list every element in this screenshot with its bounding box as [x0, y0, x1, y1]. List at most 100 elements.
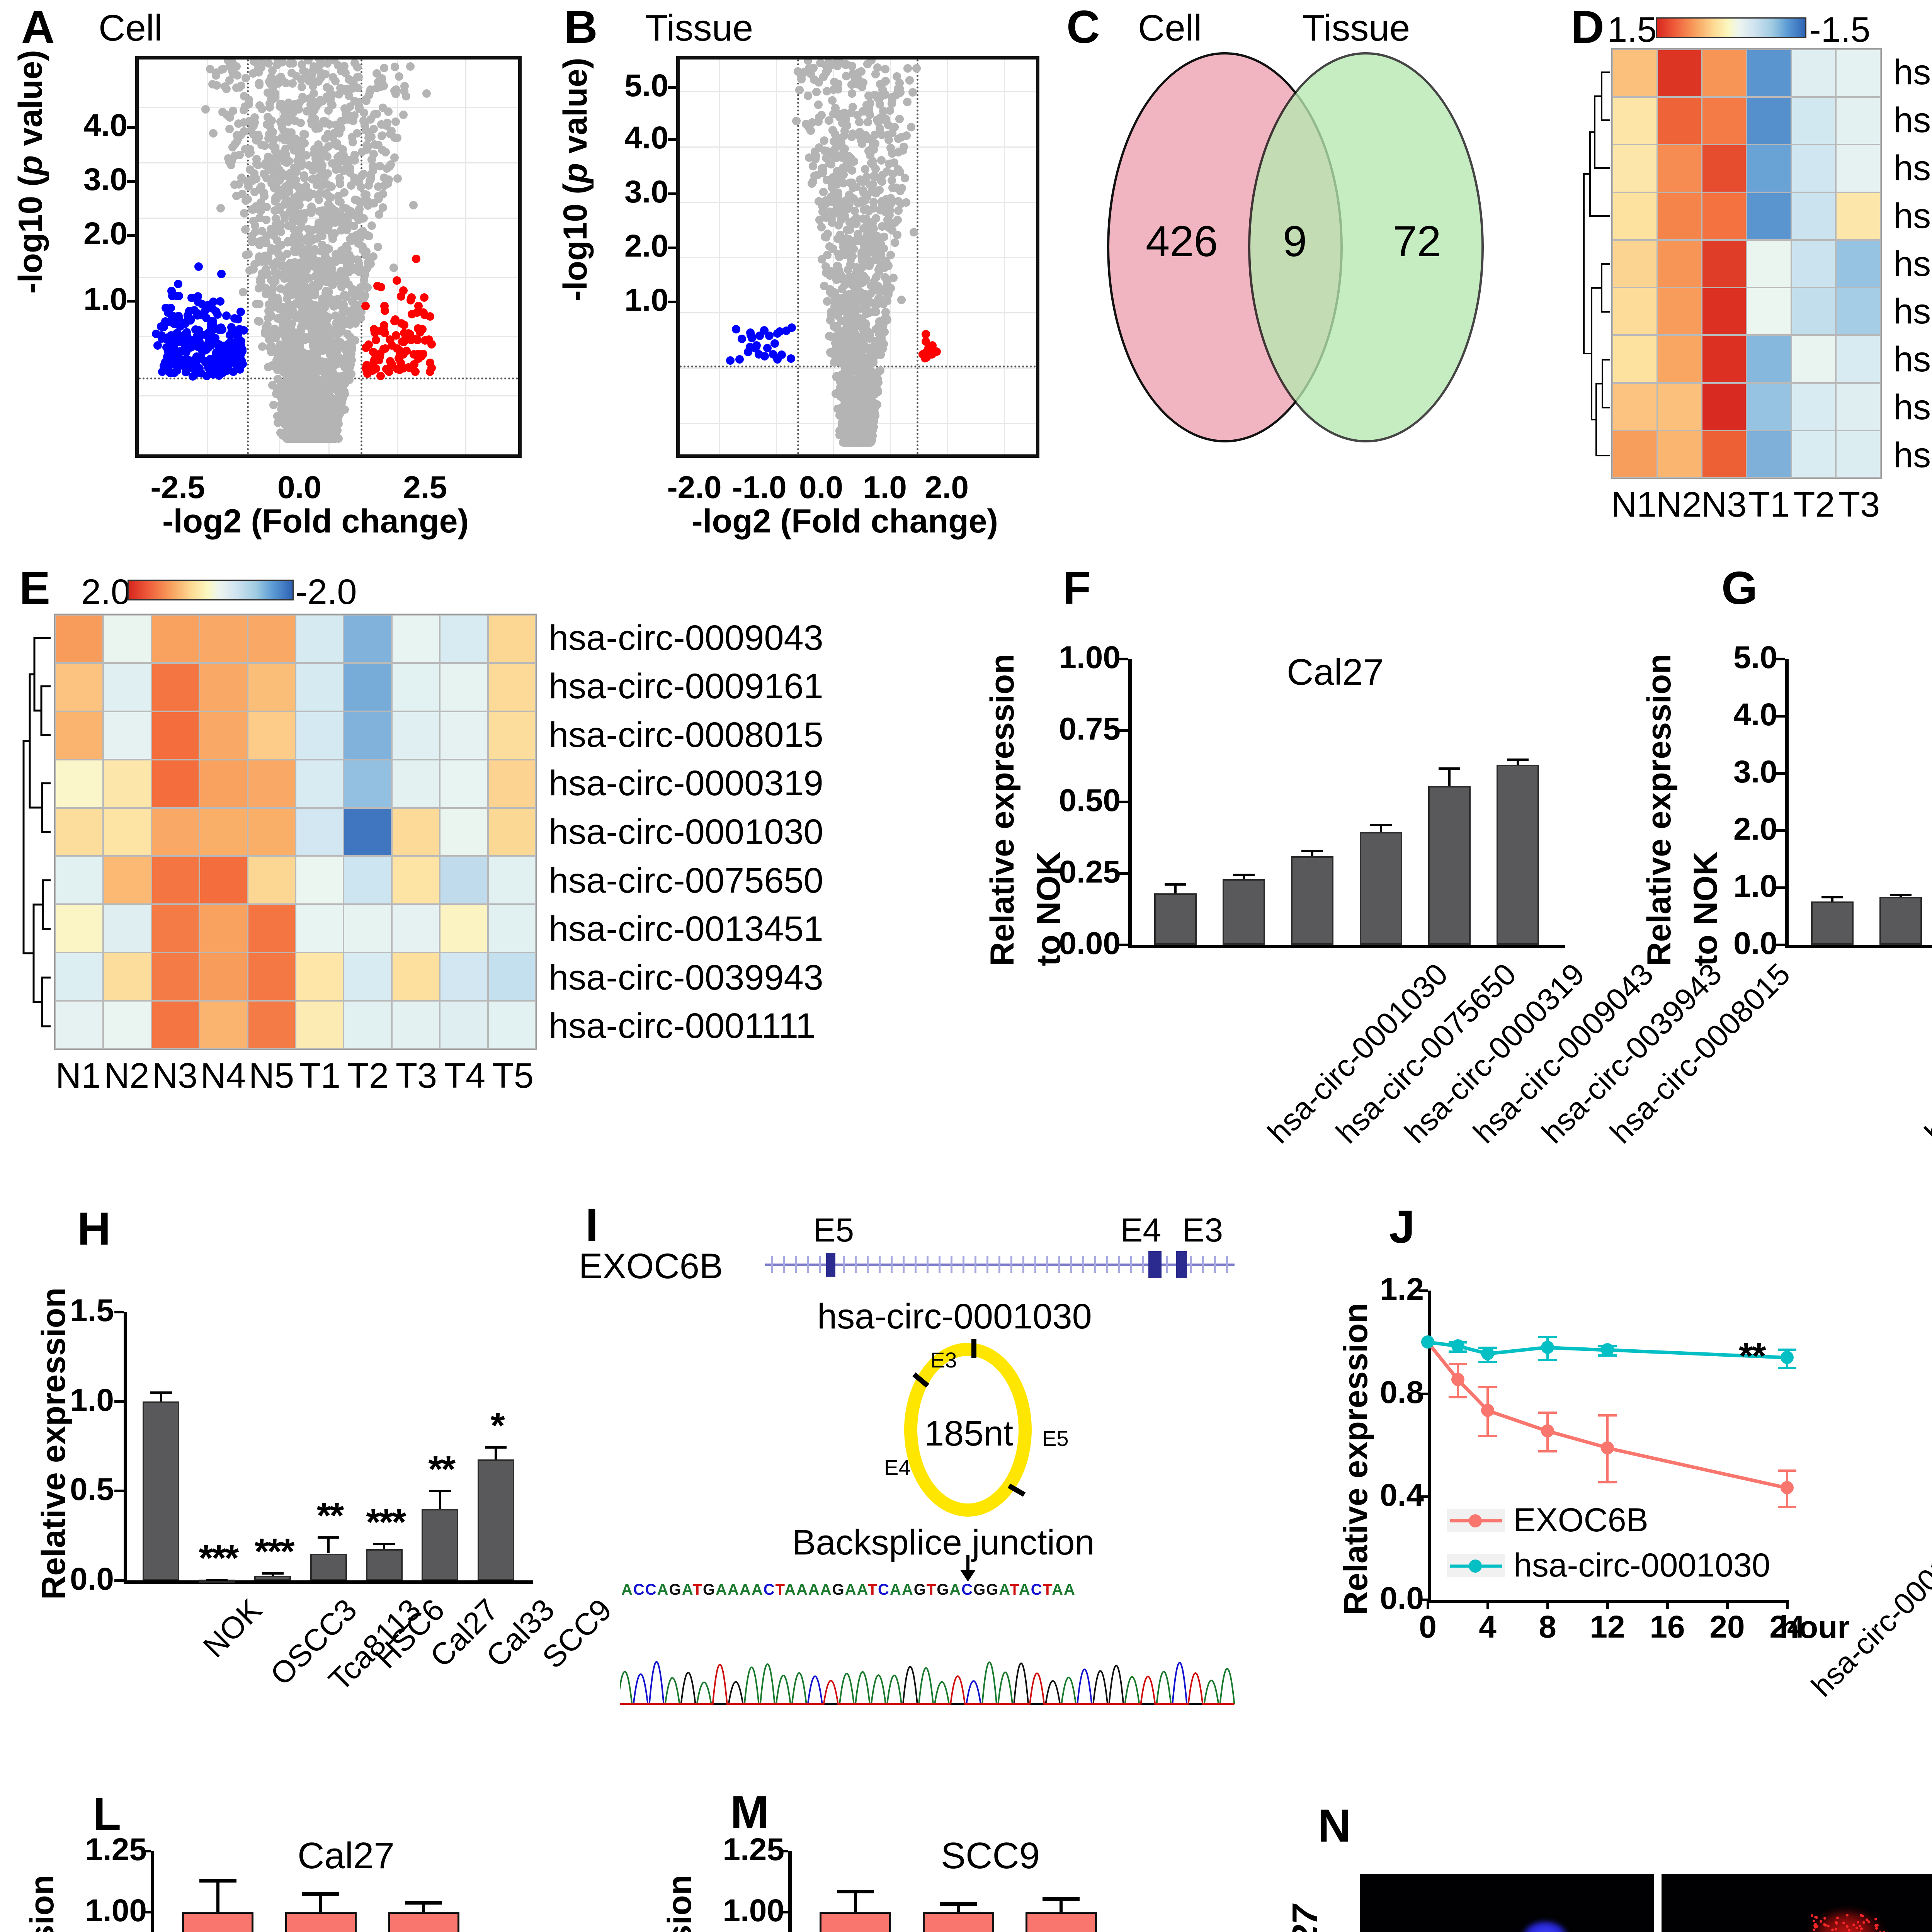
volcano-point — [304, 161, 313, 170]
volcano-point — [240, 127, 248, 136]
volcano-point — [288, 361, 297, 369]
volcano-point — [281, 78, 290, 87]
volcano-point — [222, 85, 231, 94]
volcano-point — [420, 336, 429, 345]
volcano-point — [422, 89, 431, 98]
volcano-point — [218, 325, 227, 334]
volcano-xtick-label: 0.0 — [277, 470, 321, 505]
volcano-point — [385, 367, 394, 376]
volcano-point — [296, 118, 305, 127]
volcano-point — [293, 393, 302, 402]
volcano-point — [273, 75, 282, 83]
panel-b-label: B — [564, 1, 598, 53]
volcano-point — [342, 204, 351, 213]
volcano-ytick-label: 2.0 — [83, 216, 128, 251]
volcano-point — [255, 213, 264, 222]
volcano-point — [209, 129, 218, 138]
volcano-point — [250, 221, 259, 230]
volcano-point — [292, 414, 301, 423]
volcano-point — [369, 359, 378, 368]
volcano-point — [299, 434, 308, 443]
volcano-point — [406, 62, 415, 71]
volcano-point — [354, 304, 362, 313]
volcano-point — [252, 155, 261, 163]
volcano-gridline — [465, 60, 466, 454]
volcano-point — [209, 370, 218, 379]
volcano-point — [249, 121, 258, 130]
volcano-point — [349, 313, 357, 322]
volcano-point — [241, 73, 250, 82]
volcano-point — [399, 286, 408, 295]
volcano-point — [182, 367, 190, 376]
volcano-point — [230, 314, 239, 323]
volcano-point — [395, 346, 403, 355]
volcano-point — [225, 125, 234, 134]
volcano-point — [316, 156, 325, 165]
volcano-point — [174, 280, 183, 289]
volcano-point — [206, 341, 215, 350]
volcano-point — [407, 293, 416, 302]
volcano-point — [335, 407, 344, 416]
volcano-point — [277, 173, 286, 182]
volcano-point — [380, 302, 389, 311]
volcano-point — [252, 299, 260, 308]
volcano-point — [425, 358, 434, 367]
volcano-point — [274, 270, 283, 279]
volcano-point — [362, 247, 371, 256]
volcano-point — [364, 128, 373, 136]
volcano-point — [275, 205, 284, 214]
volcano-point — [194, 262, 203, 271]
volcano-point — [170, 333, 179, 342]
volcano-point — [246, 165, 255, 174]
volcano-point — [167, 287, 176, 296]
volcano-point — [367, 221, 376, 230]
volcano-point — [295, 98, 304, 107]
volcano-point — [425, 312, 434, 321]
volcano-point — [201, 105, 210, 114]
volcano-point — [222, 311, 231, 320]
volcano-ytick-mark — [127, 300, 135, 303]
panel-a-xlabel: -log2 (Fold change) — [162, 503, 469, 540]
volcano-point — [208, 80, 217, 88]
volcano-point — [305, 207, 314, 216]
volcano-ytick-label: 3.0 — [83, 162, 128, 197]
volcano-point — [366, 171, 374, 180]
volcano-point — [284, 221, 293, 230]
volcano-point — [309, 360, 317, 369]
volcano-point — [260, 141, 269, 150]
volcano-point — [223, 110, 231, 119]
volcano-point — [287, 68, 296, 77]
volcano-point — [345, 111, 354, 120]
volcano-point — [320, 224, 329, 233]
volcano-point — [331, 207, 340, 216]
volcano-point — [281, 144, 290, 153]
volcano-point — [239, 326, 248, 335]
panel-b-volcano-tissue: B Tissue -log10 (p value) 5.0 4.0 3.0 2.0 1.… — [549, 0, 1063, 541]
volcano-point — [400, 82, 409, 90]
volcano-point — [257, 226, 266, 235]
volcano-point — [314, 434, 323, 442]
volcano-point — [364, 181, 373, 190]
volcano-point — [402, 92, 411, 100]
volcano-point — [257, 63, 265, 72]
volcano-point — [291, 177, 300, 186]
volcano-point — [153, 341, 162, 350]
volcano-point — [244, 149, 253, 158]
volcano-point — [373, 242, 382, 251]
volcano-point — [299, 216, 308, 224]
volcano-point — [252, 174, 260, 183]
volcano-point — [297, 146, 305, 155]
volcano-point — [399, 110, 408, 119]
volcano-point — [272, 194, 281, 203]
volcano-point — [255, 253, 264, 262]
volcano-point — [237, 81, 246, 90]
volcano-point — [408, 310, 417, 318]
volcano-point — [269, 400, 278, 409]
volcano-point — [364, 256, 373, 265]
volcano-point — [225, 76, 234, 85]
volcano-point — [285, 320, 294, 329]
panel-a-volcano-cell: A Cell -log10 (p value) 4.0 3.0 2.0 1.0 -2.… — [0, 0, 549, 541]
volcano-point — [240, 102, 249, 111]
volcano-point — [304, 238, 313, 247]
volcano-point — [420, 293, 429, 302]
